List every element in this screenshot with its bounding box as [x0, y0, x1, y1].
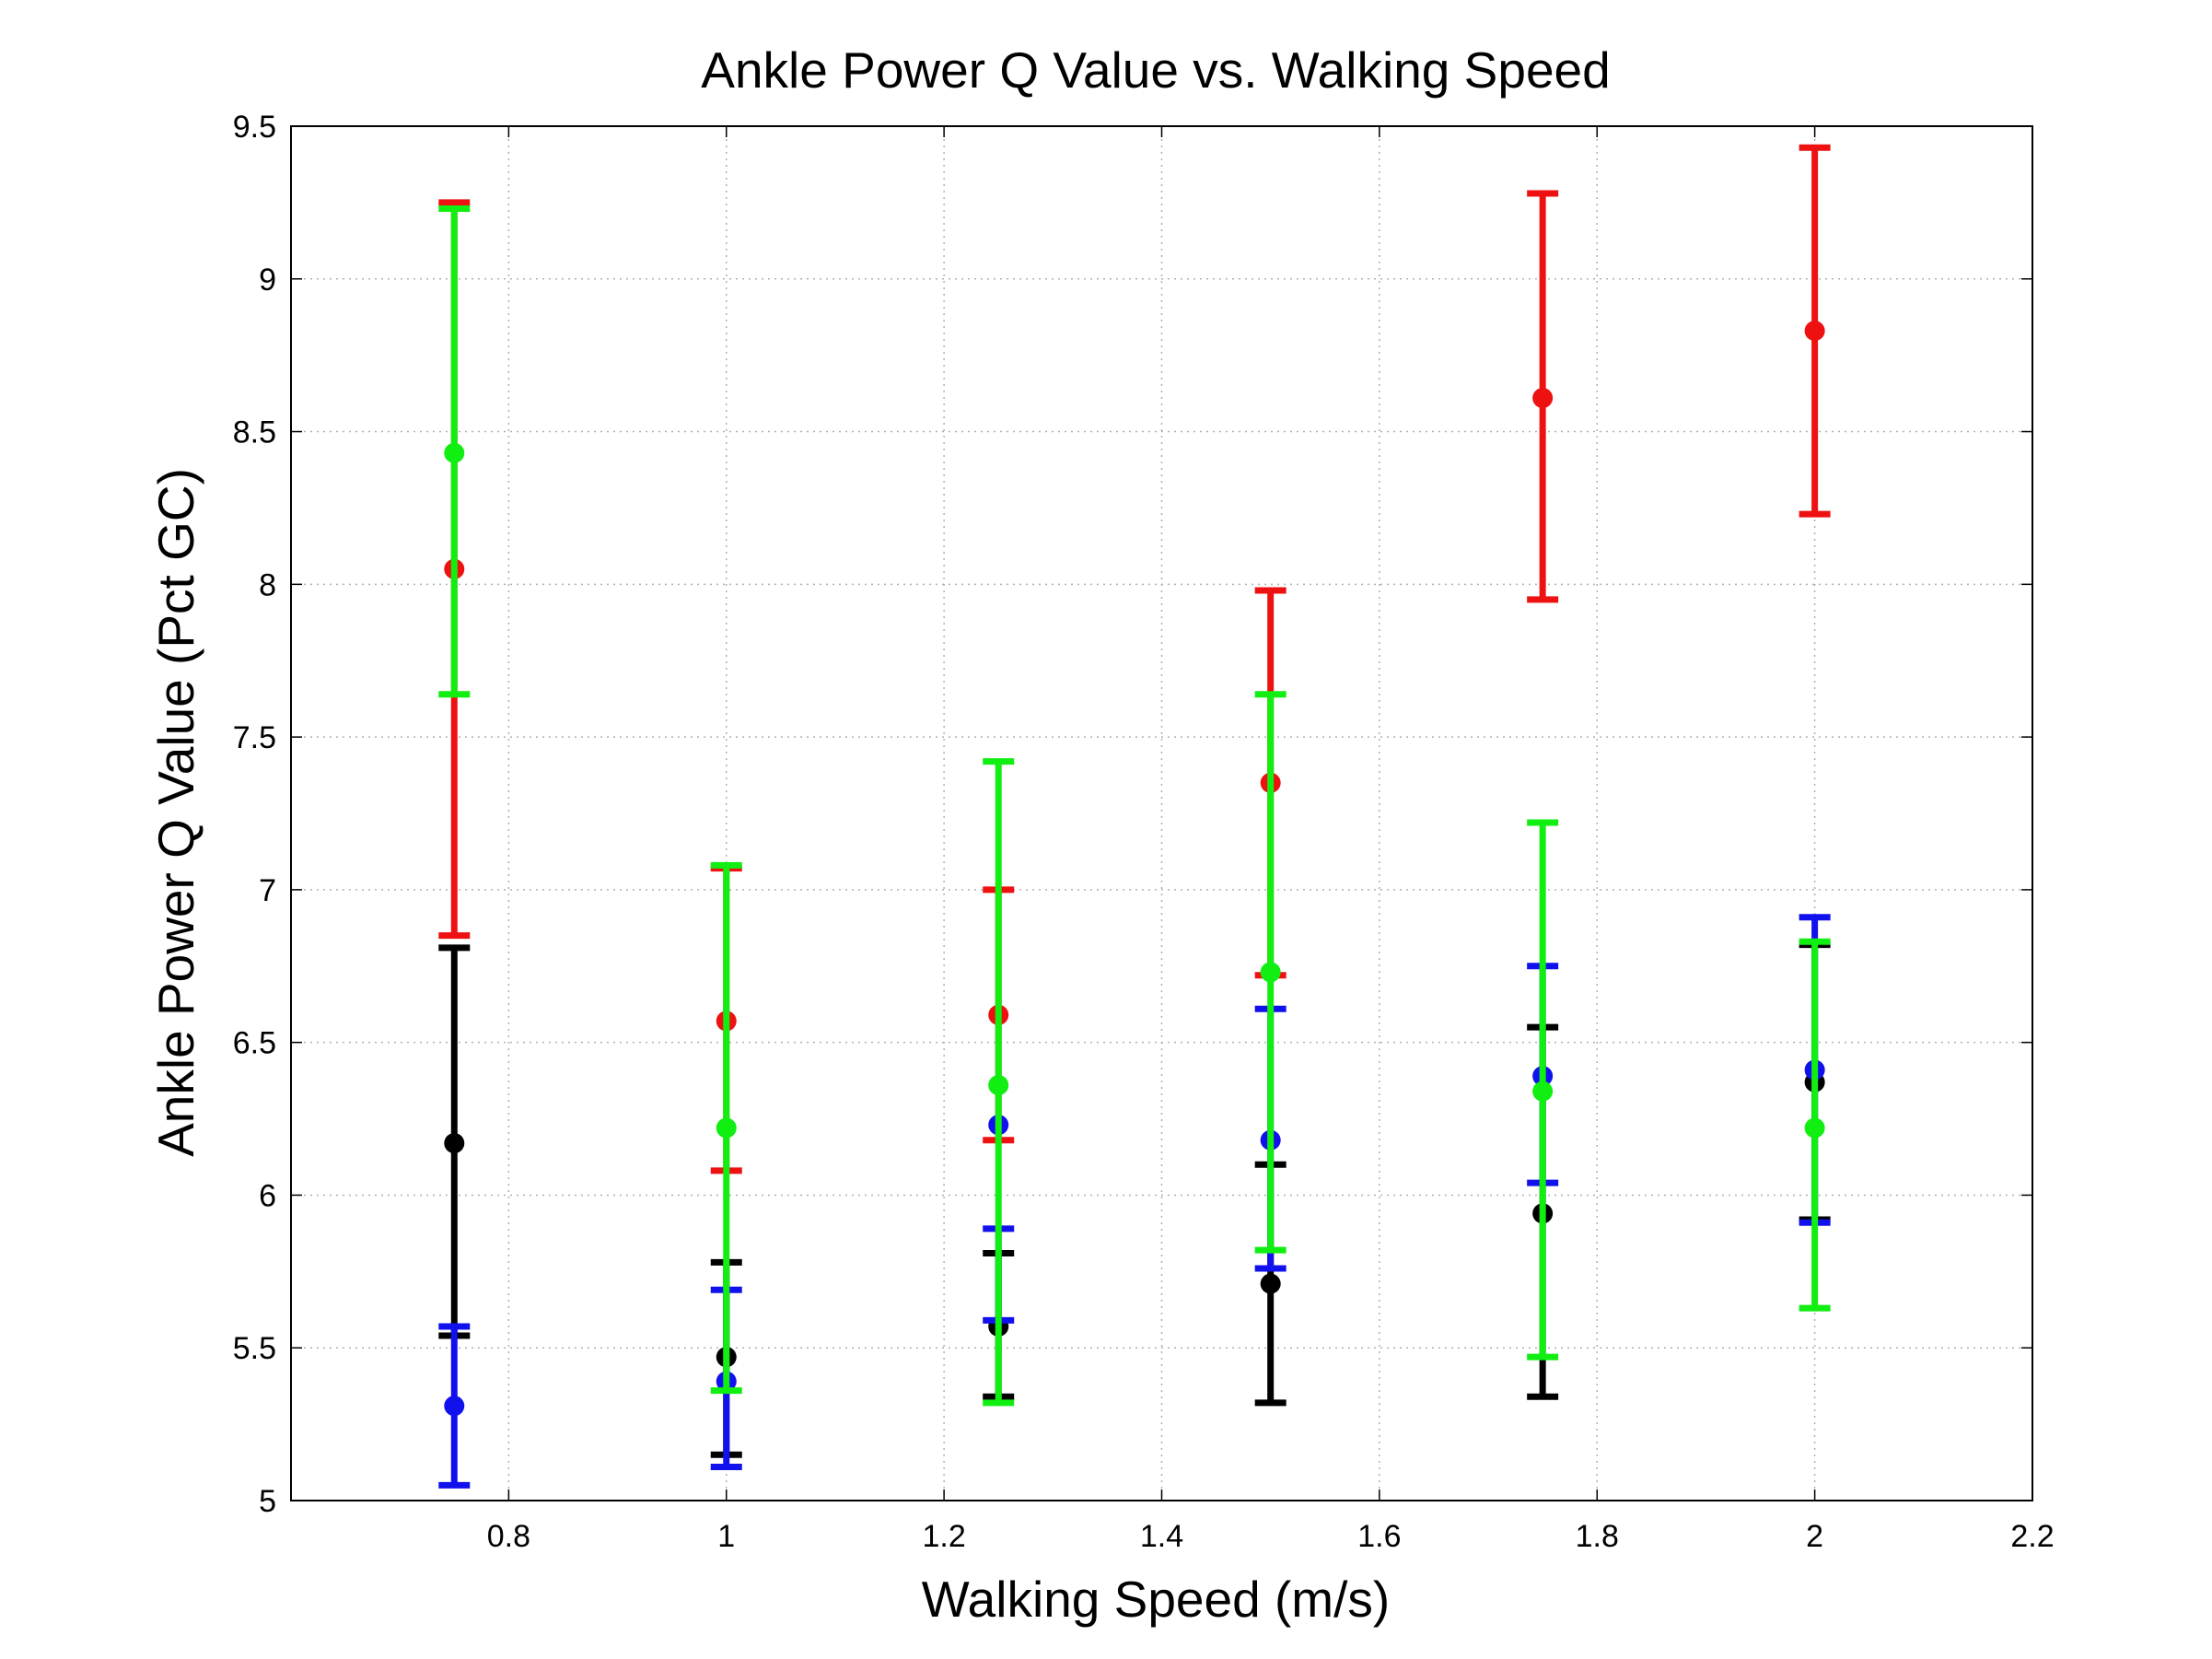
y-tick-label: 8 [259, 567, 276, 602]
y-tick-label: 5.5 [233, 1331, 276, 1366]
grid-lines [291, 126, 2032, 1501]
data-point [444, 442, 465, 463]
plot-frame [290, 125, 2033, 1501]
x-tick-label: 1.4 [1140, 1519, 1183, 1554]
data-point [1260, 1273, 1281, 1294]
y-tick-label: 6 [259, 1178, 276, 1213]
y-tick-label: 6.5 [233, 1026, 276, 1061]
y-tick-label: 7.5 [233, 720, 276, 755]
data-point [1532, 1081, 1554, 1102]
data-point [988, 1075, 1009, 1096]
data-point [1532, 388, 1554, 409]
data-point [1804, 1117, 1825, 1139]
chart-title: Ankle Power Q Value vs. Walking Speed [701, 41, 1610, 99]
y-tick-label: 7 [259, 873, 276, 908]
axes [290, 125, 2033, 1501]
data-point [444, 1133, 465, 1154]
x-axis-label: Walking Speed (m/s) [922, 1571, 1390, 1628]
y-tick-label: 9 [259, 263, 276, 298]
data-point [444, 1396, 465, 1417]
tick-labels: 0.8 1 1.2 1.4 1.6 1.8 2 2.2 5 5.5 6 6.5 7 7.5 8 8.5 9 9.5 [233, 110, 2055, 1554]
data-point [1260, 962, 1281, 983]
plot-series [438, 144, 1831, 1489]
series-3 [438, 205, 1831, 1407]
x-tick-label: 2 [1806, 1519, 1823, 1554]
x-tick-label: 1.2 [922, 1519, 965, 1554]
x-tick-label: 1 [717, 1519, 735, 1554]
x-tick-label: 1.8 [1576, 1519, 1619, 1554]
data-point [1804, 321, 1825, 342]
y-tick-label: 9.5 [233, 110, 276, 145]
y-tick-label: 8.5 [233, 415, 276, 450]
x-tick-label: 2.2 [2010, 1519, 2054, 1554]
y-axis-label: Ankle Power Q Value (Pct GC) [147, 468, 204, 1157]
y-tick-label: 5 [259, 1484, 276, 1519]
x-tick-label: 0.8 [487, 1519, 530, 1554]
x-tick-label: 1.6 [1357, 1519, 1401, 1554]
data-point [716, 1117, 737, 1139]
